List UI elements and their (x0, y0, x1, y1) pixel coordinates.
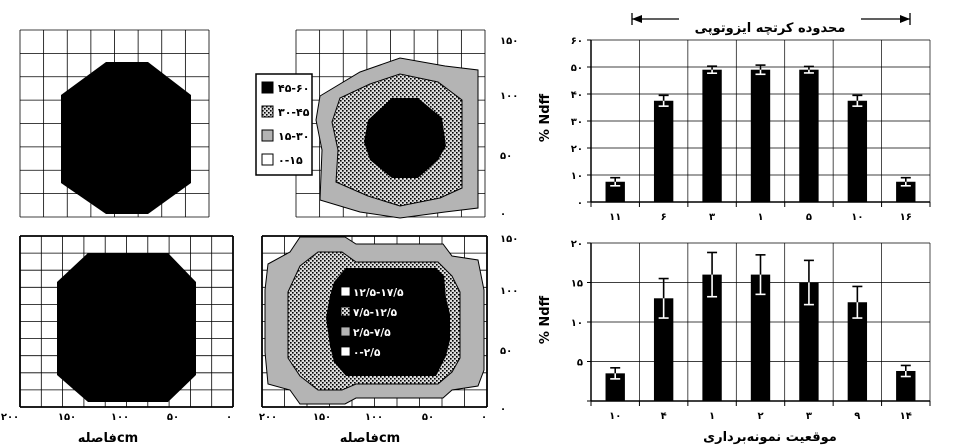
xtick-label: ۲ (757, 411, 763, 422)
legend-swatch (261, 153, 274, 166)
ytick-label: ۵ (577, 358, 583, 369)
contour-inner (61, 62, 191, 214)
chart-bottom-ylabel: % Ndff (538, 295, 553, 344)
map-top-right (295, 29, 486, 219)
legend-label: ۴۵-۶۰ (278, 82, 309, 95)
ytick-label: ۴۰ (571, 90, 583, 101)
map-xtick: ۰ (226, 412, 232, 423)
xtick-label: ۱ (757, 212, 763, 223)
map-ytick: ۱۵۰ (500, 36, 518, 47)
ytick-label: ۱۵ (571, 279, 583, 290)
legend-swatch (340, 346, 351, 357)
xtick-label: ۹ (854, 411, 860, 422)
bar (605, 181, 625, 202)
bar (896, 181, 916, 202)
map-xtick: ۲۰۰ (1, 412, 19, 423)
bar (653, 298, 674, 401)
ytick-label: ۶۰ (571, 36, 583, 47)
map-bottom-right (261, 235, 488, 408)
map-ytick: ۰ (500, 404, 506, 415)
ytick-label: ۰ (577, 198, 583, 209)
map-xtick: ۵۰ (167, 412, 179, 423)
xtick-label: ۱۰ (851, 212, 863, 223)
map-xtick: ۱۰۰ (111, 412, 129, 423)
legend-swatch (261, 105, 274, 118)
contour-inner (364, 98, 446, 178)
arrow-right-icon (900, 15, 910, 23)
xtick-label: ۵ (806, 212, 812, 223)
legend-label: ۰-۱۵ (278, 154, 303, 167)
bar (750, 274, 771, 401)
legend-swatch (340, 306, 351, 317)
contour-inner (57, 253, 196, 402)
ytick-label: ۵۰ (571, 63, 583, 74)
map-xtick: ۱۰۰ (365, 412, 383, 423)
legend-label: ۲/۵-۷/۵ (353, 327, 391, 339)
chart-title: محدوده کرتچه ایزوتوپی (695, 21, 846, 36)
map-xtick: ۰ (481, 412, 487, 423)
xtick-label: ۱۰ (609, 411, 621, 422)
xtick-label: ۱ (709, 411, 715, 422)
map-xtick: ۲۰۰ (259, 412, 277, 423)
bar (896, 370, 916, 401)
bar (702, 69, 722, 202)
legend-label: ۱۲/۵-۱۷/۵ (353, 287, 404, 299)
bar (847, 302, 868, 401)
xtick-label: ۳ (709, 212, 715, 223)
chart-top-ylabel: % Ndff (538, 93, 553, 142)
xtick-label: ۱۴ (900, 411, 912, 422)
legend-swatch (261, 81, 274, 94)
xtick-label: ۱۱ (609, 212, 621, 223)
legend-label: ۳۰-۴۵ (278, 106, 310, 119)
legend-label: ۰-۲/۵ (353, 347, 381, 359)
map-xtick: ۱۵۰ (58, 412, 76, 423)
bar (605, 373, 625, 401)
map-bottom-left (19, 235, 234, 408)
legend-label: ۷/۵-۱۲/۵ (353, 307, 398, 319)
arrow-left-icon (632, 15, 642, 23)
chart-bottom: ۵ ۱۰ ۱۵ ۲۰ ۱۰ ۴ ۱ ۲ ۳ ۹ ۱۴ (571, 239, 931, 422)
legend-swatch (261, 129, 274, 142)
xtick-label: ۱۶ (900, 212, 912, 223)
map-ytick: ۰ (500, 209, 506, 220)
bar (799, 282, 819, 401)
map-xtick: ۱۵۰ (313, 412, 331, 423)
bar (653, 100, 674, 202)
ytick-label: ۲۰ (571, 144, 583, 155)
ytick-label: ۳۰ (571, 117, 583, 128)
ytick-label: ۱۰ (571, 171, 583, 182)
range-annotation: محدوده کرتچه ایزوتوپی (631, 13, 911, 36)
bar (702, 274, 722, 401)
legend-swatch (340, 286, 351, 297)
legend-bottom: ۱۲/۵-۱۷/۵ ۷/۵-۱۲/۵ ۲/۵-۷/۵ ۰-۲/۵ (340, 286, 404, 359)
legend-label: ۱۵-۳۰ (278, 130, 309, 143)
ytick-label: ۲۰ (571, 239, 583, 250)
map-ytick: ۱۰۰ (500, 91, 518, 102)
map-xtick: ۵۰ (422, 412, 434, 423)
map-ytick: ۵۰ (500, 346, 512, 357)
xtick-label: ۳ (806, 411, 812, 422)
map-xlabel-right: فاصلهcm (340, 431, 400, 446)
bar (799, 69, 819, 202)
map-ytick: ۱۵۰ (500, 234, 518, 245)
chart-top: ۰ ۱۰ ۲۰ ۳۰ ۴۰ ۵۰ ۶۰ ۱۱ ۶ ۳ ۱ ۵ ۱۰ ۱۶ (571, 36, 931, 223)
chart-xlabel: موقعیت نمونه‌برداری (703, 430, 837, 445)
contour-inner (326, 268, 450, 376)
map-top-left (19, 29, 210, 218)
bar (847, 100, 868, 202)
xtick-label: ۴ (661, 411, 667, 422)
bar (750, 69, 771, 202)
map-xlabel-left: فاصلهcm (78, 431, 138, 446)
map-ytick: ۱۰۰ (500, 286, 518, 297)
legend-swatch (340, 326, 351, 337)
map-ytick: ۵۰ (500, 151, 512, 162)
ytick-label: ۱۰ (571, 318, 583, 329)
legend-top: ۴۵-۶۰ ۳۰-۴۵ ۱۵-۳۰ ۰-۱۵ (255, 73, 313, 176)
map-axes: ۱۵۰ ۱۰۰ ۵۰ ۰ ۱۵۰ ۱۰۰ ۵۰ ۰ ۲۰۰ ۱۵۰ ۱۰۰ ۵۰ ۰ ۲۰۰ ۱۵۰ ۱۰۰ ۵… (1, 36, 518, 423)
xtick-label: ۶ (661, 212, 667, 223)
